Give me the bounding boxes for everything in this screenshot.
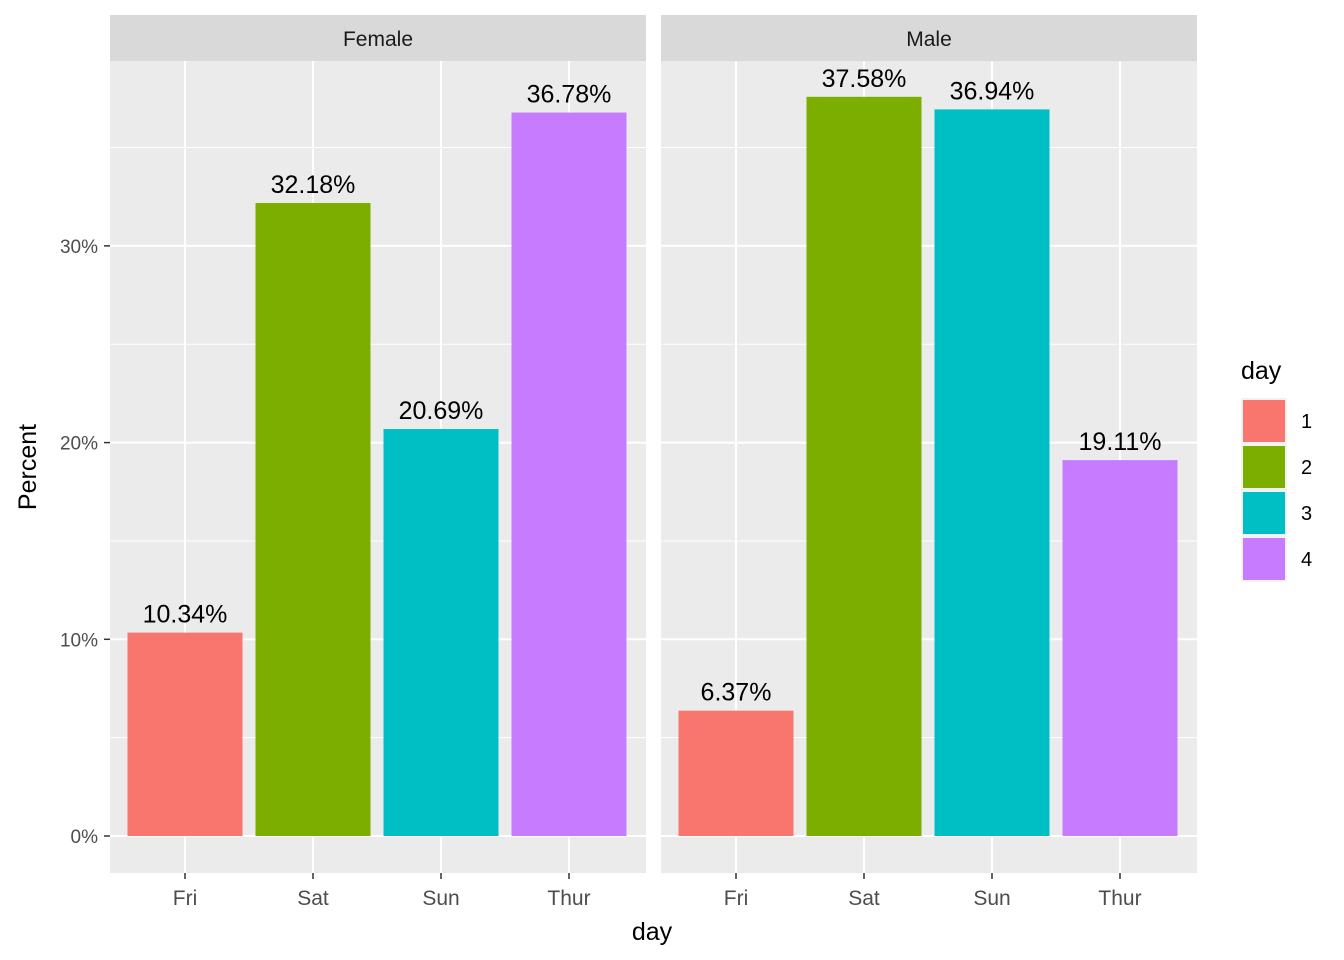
bar-value-label: 37.58% [822,65,907,93]
bar-male-thur [1062,460,1178,836]
legend-swatch-2 [1243,446,1285,488]
legend-label: 2 [1301,457,1312,479]
bar-value-label: 10.34% [143,601,228,629]
x-axis-title: day [632,918,673,946]
legend-label: 3 [1301,503,1312,525]
facet-panel-male: Male 6.37% Fri 37.58% Sat 36.94% Sun 19.11% Thur [661,15,1197,910]
legend-title: day [1241,357,1282,385]
x-tick-label: Fri [173,887,198,910]
facet-panels: Female 10.34% Fri 32.18% Sat 20.69% Sun 36.78% T… [110,15,1197,910]
y-tick-label: 0% [71,827,99,848]
x-tick-label: Fri [724,887,749,910]
x-tick-label: Sat [297,887,329,910]
bar-male-fri [678,710,794,836]
legend-label: 4 [1301,549,1312,571]
facet-strip-label: Male [906,28,952,51]
legend-label: 1 [1301,411,1312,433]
bar-male-sat [806,96,922,837]
facet-strip [110,15,646,61]
x-tick-label: Sat [848,887,880,910]
bar-value-label: 36.78% [527,81,612,109]
legend-swatch-3 [1243,492,1285,534]
facet-strip [661,15,1197,61]
bar-value-label: 32.18% [271,171,356,199]
legend-swatch-4 [1243,538,1285,580]
facet-panel-female: Female 10.34% Fri 32.18% Sat 20.69% Sun 36.78% T… [110,15,646,910]
facet-strip-label: Female [343,28,413,51]
y-tick-label: 10% [60,630,98,651]
bar-female-fri [127,632,243,836]
bar-female-sat [255,203,371,836]
legend-swatch-1 [1243,400,1285,442]
bar-value-label: 36.94% [950,77,1035,105]
y-tick-label: 30% [60,237,98,258]
bar-value-label: 19.11% [1079,428,1162,456]
y-axis: 0% 10% 20% 30% [60,237,110,848]
x-tick-label: Thur [547,887,590,910]
legend: day 1 2 3 4 [1241,357,1312,582]
bar-value-label: 20.69% [399,397,484,425]
y-axis-title: Percent [14,424,42,510]
y-tick-label: 20% [60,434,98,455]
x-tick-label: Sun [422,887,459,910]
x-tick-label: Sun [973,887,1010,910]
bar-female-sun [383,429,499,836]
bar-value-label: 6.37% [701,679,772,707]
x-tick-label: Thur [1098,887,1141,910]
bar-female-thur [511,112,627,836]
bar-male-sun [934,109,1050,836]
